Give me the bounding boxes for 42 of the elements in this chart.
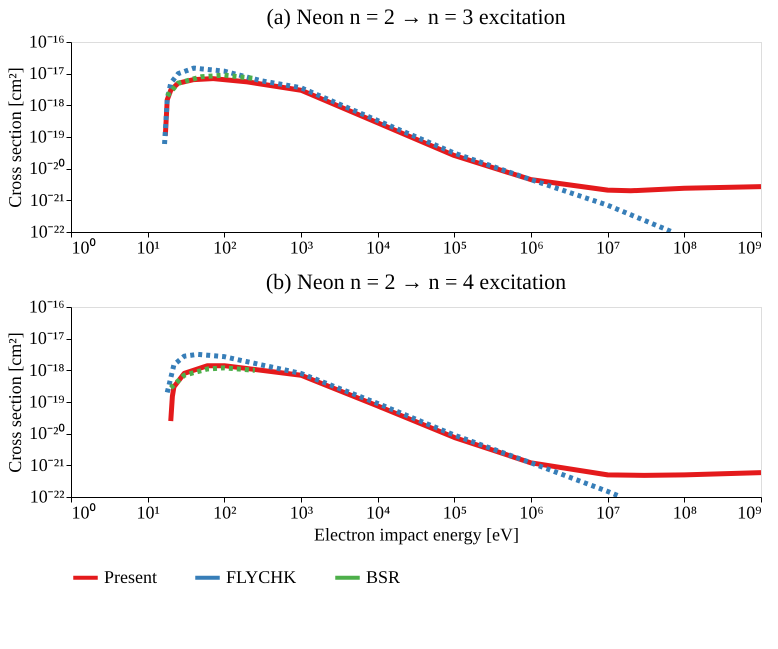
x-tick-label: 10³ bbox=[290, 238, 314, 258]
x-tick-label: 10⁸ bbox=[672, 238, 697, 258]
y-axis-title: Cross section [cm²] bbox=[4, 332, 25, 473]
x-tick-label: 10⁸ bbox=[672, 502, 697, 522]
y-tick-label: 10⁻²⁰ bbox=[29, 423, 64, 444]
x-tick-label: 10⁰ bbox=[72, 238, 96, 258]
y-tick-label: 10⁻²² bbox=[30, 486, 64, 506]
x-tick-label: 10⁴ bbox=[366, 502, 390, 522]
x-tick-label: 10⁶ bbox=[519, 502, 544, 522]
legend-label: BSR bbox=[366, 566, 400, 587]
x-tick-label: 10⁹ bbox=[737, 502, 762, 522]
y-tick-label: 10⁻¹⁹ bbox=[28, 392, 64, 412]
chart-title: (b) Neon n = 2 → n = 4 excitation bbox=[266, 269, 566, 294]
x-tick-label: 10² bbox=[213, 502, 237, 522]
y-tick-label: 10⁻¹⁶ bbox=[28, 296, 64, 316]
x-tick-label: 10¹ bbox=[136, 238, 160, 258]
chart-title: (a) Neon n = 2 → n = 3 excitation bbox=[266, 4, 566, 29]
x-tick-label: 10⁷ bbox=[596, 238, 620, 258]
y-tick-label: 10⁻¹⁹ bbox=[28, 126, 64, 146]
y-tick-label: 10⁻¹⁷ bbox=[28, 328, 64, 348]
x-axis-title: Electron impact energy [eV] bbox=[314, 524, 520, 544]
x-tick-label: 10³ bbox=[290, 502, 314, 522]
y-tick-label: 10⁻²⁰ bbox=[29, 158, 64, 178]
legend-label: Present bbox=[104, 566, 157, 587]
y-tick-label: 10⁻²¹ bbox=[30, 454, 64, 475]
y-tick-label: 10⁻²¹ bbox=[30, 190, 64, 210]
x-tick-label: 10⁹ bbox=[737, 238, 762, 258]
y-tick-label: 10⁻¹⁷ bbox=[28, 63, 64, 84]
x-tick-label: 10¹ bbox=[136, 502, 160, 522]
y-tick-label: 10⁻¹⁸ bbox=[28, 94, 64, 115]
legend-label: FLYCHK bbox=[226, 566, 296, 587]
y-tick-label: 10⁻¹⁸ bbox=[28, 360, 64, 380]
x-tick-label: 10⁰ bbox=[72, 502, 96, 522]
x-tick-label: 10⁵ bbox=[442, 502, 467, 522]
y-axis-title: Cross section [cm²] bbox=[4, 67, 25, 208]
x-tick-label: 10⁷ bbox=[596, 502, 620, 522]
x-tick-label: 10⁴ bbox=[366, 238, 390, 258]
y-tick-label: 10⁻²² bbox=[30, 222, 64, 242]
x-tick-label: 10² bbox=[213, 238, 237, 258]
y-tick-label: 10⁻¹⁶ bbox=[28, 32, 64, 52]
x-tick-label: 10⁶ bbox=[519, 238, 544, 258]
x-tick-label: 10⁵ bbox=[442, 238, 467, 258]
